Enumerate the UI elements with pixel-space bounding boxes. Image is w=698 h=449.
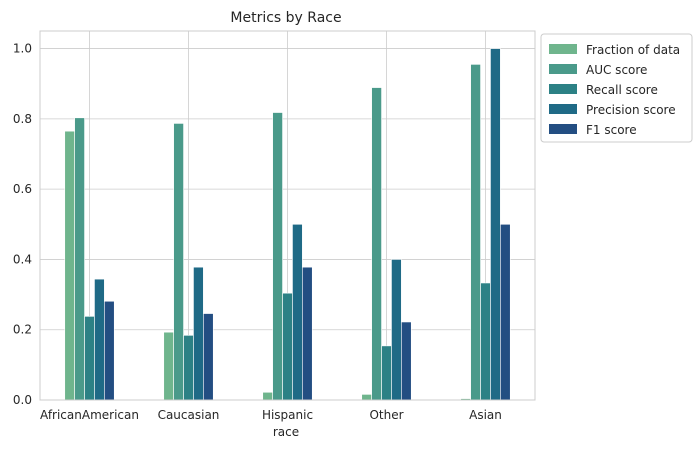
bar xyxy=(381,345,392,401)
legend-label: Precision score xyxy=(586,103,676,117)
legend-swatch xyxy=(549,44,577,54)
bar xyxy=(470,64,481,401)
bar xyxy=(401,321,412,401)
y-axis-ticks: 0.0 0.2 0.4 0.6 0.8 1.0 xyxy=(13,42,32,407)
legend-label: F1 score xyxy=(586,123,637,137)
y-tick-label: 1.0 xyxy=(13,42,32,56)
bar xyxy=(94,278,105,401)
x-tick-label: Hispanic xyxy=(262,408,313,422)
legend: Fraction of data AUC score Recall score Pre… xyxy=(540,33,693,143)
bar xyxy=(490,48,501,401)
bar xyxy=(193,266,204,401)
bar xyxy=(292,223,303,401)
legend-swatch xyxy=(549,104,577,114)
bar xyxy=(272,112,283,401)
bar xyxy=(183,335,194,401)
legend-label: Fraction of data xyxy=(586,43,680,57)
bar xyxy=(84,316,95,401)
bar xyxy=(282,292,293,401)
bar xyxy=(480,282,491,401)
bar xyxy=(104,300,115,401)
legend-swatch xyxy=(549,64,577,74)
plot-frame xyxy=(39,30,536,401)
y-tick-label: 0.4 xyxy=(13,252,32,266)
y-tick-label: 0.0 xyxy=(13,393,32,407)
bar xyxy=(361,394,372,401)
bar xyxy=(302,266,313,401)
x-tick-label: AfricanAmerican xyxy=(40,408,139,422)
legend-label: AUC score xyxy=(586,63,647,77)
x-axis-ticks: AfricanAmerican Caucasian Hispanic Other Asi… xyxy=(40,408,502,422)
legend-swatch xyxy=(549,124,577,134)
x-tick-label: Asian xyxy=(469,408,502,422)
x-tick-label: Caucasian xyxy=(158,408,220,422)
bar xyxy=(500,223,511,401)
gridlines xyxy=(40,31,535,401)
bar xyxy=(74,117,85,401)
bar xyxy=(203,313,214,401)
legend-box xyxy=(540,33,693,143)
bar xyxy=(391,259,402,401)
legend-label: Recall score xyxy=(586,83,658,97)
legend-swatch xyxy=(549,84,577,94)
bar xyxy=(163,331,174,401)
chart-title: Metrics by Race xyxy=(230,10,341,26)
x-tick-label: Other xyxy=(369,408,403,422)
bar xyxy=(173,123,184,401)
y-tick-label: 0.2 xyxy=(13,323,32,337)
bar xyxy=(64,130,75,401)
y-tick-label: 0.6 xyxy=(13,182,32,196)
bar xyxy=(371,87,382,401)
y-tick-label: 0.8 xyxy=(13,112,32,126)
x-axis-label: race xyxy=(273,425,299,439)
bar xyxy=(262,391,273,401)
